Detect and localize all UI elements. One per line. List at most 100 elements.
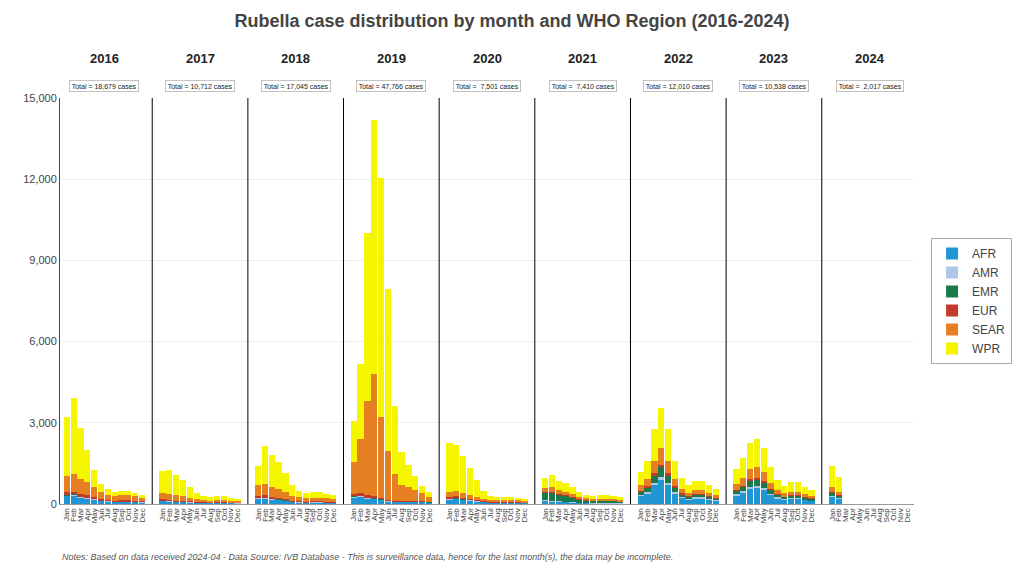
svg-text:Feb: Feb	[356, 508, 365, 522]
svg-text:Jun: Jun	[479, 508, 488, 521]
svg-text:Dec: Dec	[233, 508, 242, 522]
svg-text:Nov: Nov	[896, 508, 905, 522]
svg-text:Jan: Jan	[254, 508, 263, 521]
svg-text:Aug: Aug	[875, 508, 884, 522]
svg-text:May: May	[664, 508, 673, 523]
svg-text:Aug: Aug	[110, 508, 119, 522]
svg-text:SEAR: SEAR	[972, 323, 1005, 337]
svg-text:Oct: Oct	[793, 507, 802, 520]
svg-text:WPR: WPR	[972, 342, 1000, 356]
svg-text:May: May	[281, 508, 290, 523]
svg-text:Total = 47,766 cases: Total = 47,766 cases	[359, 83, 424, 90]
svg-text:Nov: Nov	[800, 508, 809, 522]
svg-text:2017: 2017	[186, 51, 215, 66]
svg-text:May: May	[855, 508, 864, 523]
svg-text:Nov: Nov	[609, 508, 618, 522]
svg-text:Nov: Nov	[226, 508, 235, 522]
svg-text:Sep: Sep	[787, 508, 796, 523]
svg-text:Jul: Jul	[486, 508, 495, 518]
svg-text:Dec: Dec	[138, 508, 147, 522]
svg-text:Jun: Jun	[192, 508, 201, 521]
svg-text:Apr: Apr	[561, 508, 570, 521]
svg-text:Aug: Aug	[589, 508, 598, 522]
svg-text:Feb: Feb	[739, 508, 748, 522]
svg-text:Mar: Mar	[363, 508, 372, 522]
svg-text:Oct: Oct	[698, 507, 707, 520]
svg-text:Jun: Jun	[766, 508, 775, 521]
svg-text:9,000: 9,000	[29, 254, 57, 266]
svg-text:May: May	[377, 508, 386, 523]
svg-text:Apr: Apr	[657, 508, 666, 521]
svg-text:2021: 2021	[568, 51, 597, 66]
svg-text:Sep: Sep	[691, 508, 700, 523]
svg-text:Nov: Nov	[513, 508, 522, 522]
svg-text:12,000: 12,000	[23, 173, 57, 185]
svg-text:Jan: Jan	[541, 508, 550, 521]
svg-text:2023: 2023	[759, 51, 788, 66]
svg-text:Apr: Apr	[274, 508, 283, 521]
svg-text:Jul: Jul	[199, 508, 208, 518]
svg-text:Aug: Aug	[206, 508, 215, 522]
svg-text:Apr: Apr	[752, 508, 761, 521]
svg-text:2020: 2020	[473, 51, 502, 66]
svg-text:Jul: Jul	[103, 508, 112, 518]
svg-text:Nov: Nov	[322, 508, 331, 522]
svg-text:2018: 2018	[281, 51, 310, 66]
svg-text:Oct: Oct	[602, 507, 611, 520]
svg-text:Dec: Dec	[520, 508, 529, 522]
svg-text:Jun: Jun	[670, 508, 679, 521]
svg-text:2024: 2024	[855, 51, 885, 66]
svg-text:Jun: Jun	[384, 508, 393, 521]
svg-text:May: May	[759, 508, 768, 523]
svg-text:EUR: EUR	[972, 304, 998, 318]
svg-text:Oct: Oct	[220, 507, 229, 520]
svg-text:Oct: Oct	[315, 507, 324, 520]
svg-text:Mar: Mar	[76, 508, 85, 522]
svg-text:Jul: Jul	[390, 508, 399, 518]
svg-text:Jul: Jul	[677, 508, 686, 518]
svg-text:Mar: Mar	[841, 508, 850, 522]
svg-text:Total = 7,501 cases: Total = 7,501 cases	[456, 83, 519, 90]
svg-text:Apr: Apr	[370, 508, 379, 521]
svg-text:Apr: Apr	[848, 508, 857, 521]
svg-text:Sep: Sep	[882, 508, 891, 523]
svg-text:Feb: Feb	[165, 508, 174, 522]
svg-text:Sep: Sep	[117, 508, 126, 523]
svg-text:Dec: Dec	[616, 508, 625, 522]
svg-text:0: 0	[51, 498, 57, 510]
svg-text:Mar: Mar	[554, 508, 563, 522]
svg-text:Jun: Jun	[862, 508, 871, 521]
svg-text:Jan: Jan	[62, 508, 71, 521]
svg-text:Total = 12,010 cases: Total = 12,010 cases	[646, 83, 711, 90]
svg-text:Total = 2,017 cases: Total = 2,017 cases	[839, 83, 902, 90]
svg-text:AMR: AMR	[972, 266, 999, 280]
svg-text:Feb: Feb	[452, 508, 461, 522]
svg-text:Notes: Based on data received: Notes: Based on data received 2024-04 - …	[62, 552, 673, 562]
svg-text:Jun: Jun	[288, 508, 297, 521]
svg-text:Total = 10,712 cases: Total = 10,712 cases	[168, 83, 233, 90]
svg-text:Mar: Mar	[650, 508, 659, 522]
svg-text:Total = 17,045 cases: Total = 17,045 cases	[264, 83, 329, 90]
svg-text:Jan: Jan	[445, 508, 454, 521]
svg-text:Aug: Aug	[397, 508, 406, 522]
svg-text:Total = 10,538 cases: Total = 10,538 cases	[742, 83, 807, 90]
svg-text:Apr: Apr	[466, 508, 475, 521]
svg-text:Oct: Oct	[411, 507, 420, 520]
svg-text:Sep: Sep	[500, 508, 509, 523]
svg-text:Mar: Mar	[267, 508, 276, 522]
svg-text:Feb: Feb	[548, 508, 557, 522]
svg-text:EMR: EMR	[972, 285, 999, 299]
svg-text:Aug: Aug	[780, 508, 789, 522]
svg-text:Jan: Jan	[828, 508, 837, 521]
svg-text:Nov: Nov	[131, 508, 140, 522]
svg-text:Apr: Apr	[83, 508, 92, 521]
svg-text:Dec: Dec	[807, 508, 816, 522]
svg-text:15,000: 15,000	[23, 92, 57, 104]
svg-text:2016: 2016	[90, 51, 119, 66]
svg-text:Jan: Jan	[349, 508, 358, 521]
svg-text:Aug: Aug	[493, 508, 502, 522]
svg-text:May: May	[568, 508, 577, 523]
svg-text:Mar: Mar	[746, 508, 755, 522]
svg-text:Jul: Jul	[869, 508, 878, 518]
svg-text:Jan: Jan	[732, 508, 741, 521]
